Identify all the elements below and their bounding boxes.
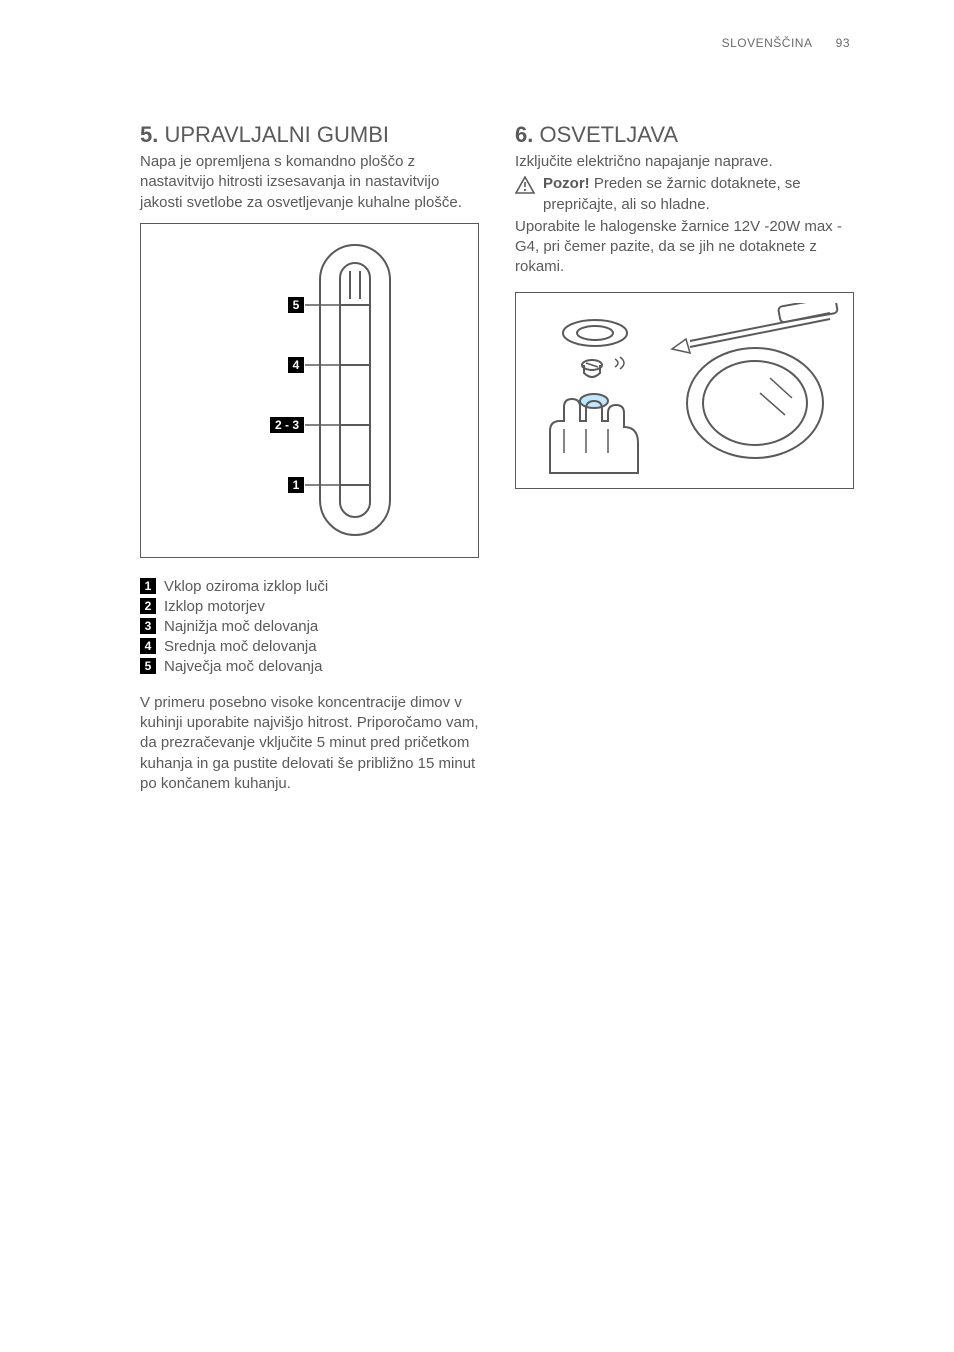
legend-text: Izklop motorjev [164, 598, 265, 615]
controls-figure: 5 4 2 - 3 1 [140, 223, 479, 558]
light-figure [515, 292, 854, 489]
section-6-title: OSVETLJAVA [539, 122, 678, 147]
section-6-number: 6. [515, 122, 533, 147]
svg-text:5: 5 [292, 298, 299, 312]
svg-text:4: 4 [292, 358, 299, 372]
legend-text: Največja moč delovanja [164, 658, 322, 675]
legend-badge: 2 [140, 598, 156, 614]
section-6-line2: Uporabite le halogenske žarnice 12V -20W… [515, 217, 854, 278]
svg-text:1: 1 [292, 478, 299, 492]
section-5-heading: 5. UPRAVLJALNI GUMBI [140, 122, 479, 148]
legend-item: 4 Srednja moč delovanja [140, 638, 479, 655]
legend-badge: 1 [140, 578, 156, 594]
legend-text: Vklop oziroma izklop luči [164, 578, 328, 595]
section-5-intro: Napa je opremljena s komandno ploščo z n… [140, 152, 479, 213]
warning-bold: Pozor! [543, 175, 590, 192]
legend-text: Srednja moč delovanja [164, 638, 317, 655]
warning-text: Pozor! Preden se žarnic dotaknete, se pr… [543, 174, 854, 215]
page-header: SLOVENŠČINA 93 [140, 36, 854, 50]
language-label: SLOVENŠČINA [722, 36, 812, 50]
section-5-number: 5. [140, 122, 158, 147]
legend-badge: 3 [140, 618, 156, 634]
column-right: 6. OSVETLJAVA Izključite električno napa… [515, 122, 854, 794]
controls-diagram-svg: 5 4 2 - 3 1 [210, 235, 410, 545]
warning-block: Pozor! Preden se žarnic dotaknete, se pr… [515, 174, 854, 215]
light-diagram-svg [530, 303, 840, 478]
section-6-line1: Izključite električno napajanje naprave. [515, 152, 854, 172]
legend-item: 1 Vklop oziroma izklop luči [140, 578, 479, 595]
warning-icon [515, 176, 535, 194]
legend-item: 3 Najnižja moč delovanja [140, 618, 479, 635]
section-5-tip: V primeru posebno visoke koncentracije d… [140, 693, 479, 794]
column-left: 5. UPRAVLJALNI GUMBI Napa je opremljena … [140, 122, 479, 794]
legend-item: 5 Največja moč delovanja [140, 658, 479, 675]
legend-text: Najnižja moč delovanja [164, 618, 318, 635]
section-5-title: UPRAVLJALNI GUMBI [164, 122, 389, 147]
controls-legend: 1 Vklop oziroma izklop luči 2 Izklop mot… [140, 578, 479, 675]
section-6-heading: 6. OSVETLJAVA [515, 122, 854, 148]
page-number: 93 [836, 36, 850, 50]
legend-badge: 4 [140, 638, 156, 654]
svg-text:2 - 3: 2 - 3 [274, 418, 298, 432]
legend-item: 2 Izklop motorjev [140, 598, 479, 615]
legend-badge: 5 [140, 658, 156, 674]
